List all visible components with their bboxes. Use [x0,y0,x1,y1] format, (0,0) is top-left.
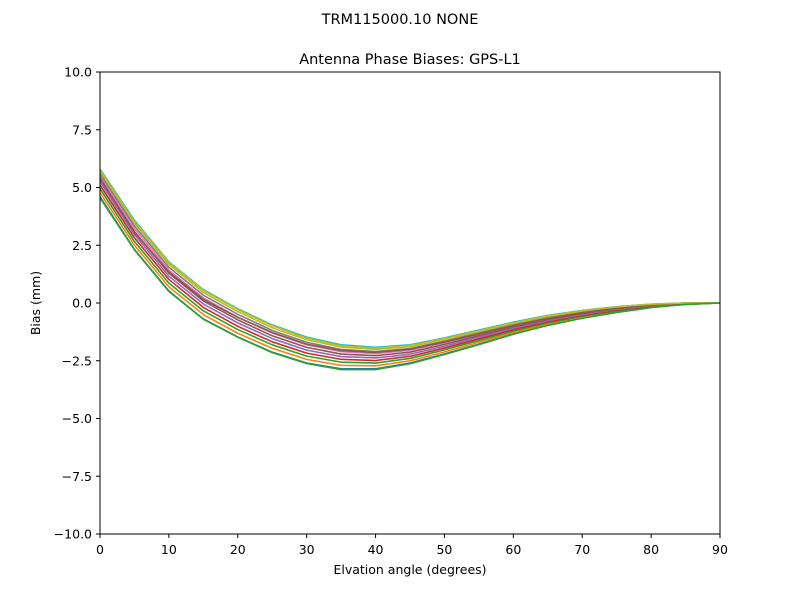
y-tick-label: −5.0 [62,411,92,426]
y-axis-label: Bias (mm) [28,271,43,335]
x-tick-label: 70 [574,542,590,557]
y-tick-label: 10.0 [64,65,92,80]
x-tick-label: 80 [643,542,659,557]
y-tick-label: 7.5 [72,122,92,137]
chart-title: Antenna Phase Biases: GPS-L1 [299,52,521,68]
y-tick-label: −7.5 [62,469,92,484]
y-tick-label: −2.5 [62,353,92,368]
series-line-12 [99,169,720,350]
y-axis-ticks: −10.0 −7.5 −5.0 −2.5 0.0 2.5 5.0 7.5 10.0 [54,65,100,542]
x-tick-label: 50 [436,542,452,557]
x-tick-label: 40 [368,542,384,557]
x-axis-ticks: 0 10 20 30 40 50 60 70 80 90 [96,534,728,557]
y-tick-label: 5.0 [72,180,92,195]
x-tick-label: 0 [96,542,104,557]
y-tick-label: −10.0 [54,527,92,542]
series-layer [99,168,721,371]
x-axis-label: Elvation angle (degrees) [333,562,486,577]
x-tick-label: 10 [161,542,177,557]
series-line-11 [99,177,721,354]
series-line-13 [99,197,721,371]
x-tick-label: 20 [230,542,246,557]
x-tick-label: 90 [712,542,728,557]
x-tick-label: 30 [299,542,315,557]
y-tick-label: 0.0 [72,296,92,311]
y-tick-label: 2.5 [72,238,92,253]
figure-suptitle: TRM115000.10 NONE [321,12,479,28]
x-tick-label: 60 [505,542,521,557]
